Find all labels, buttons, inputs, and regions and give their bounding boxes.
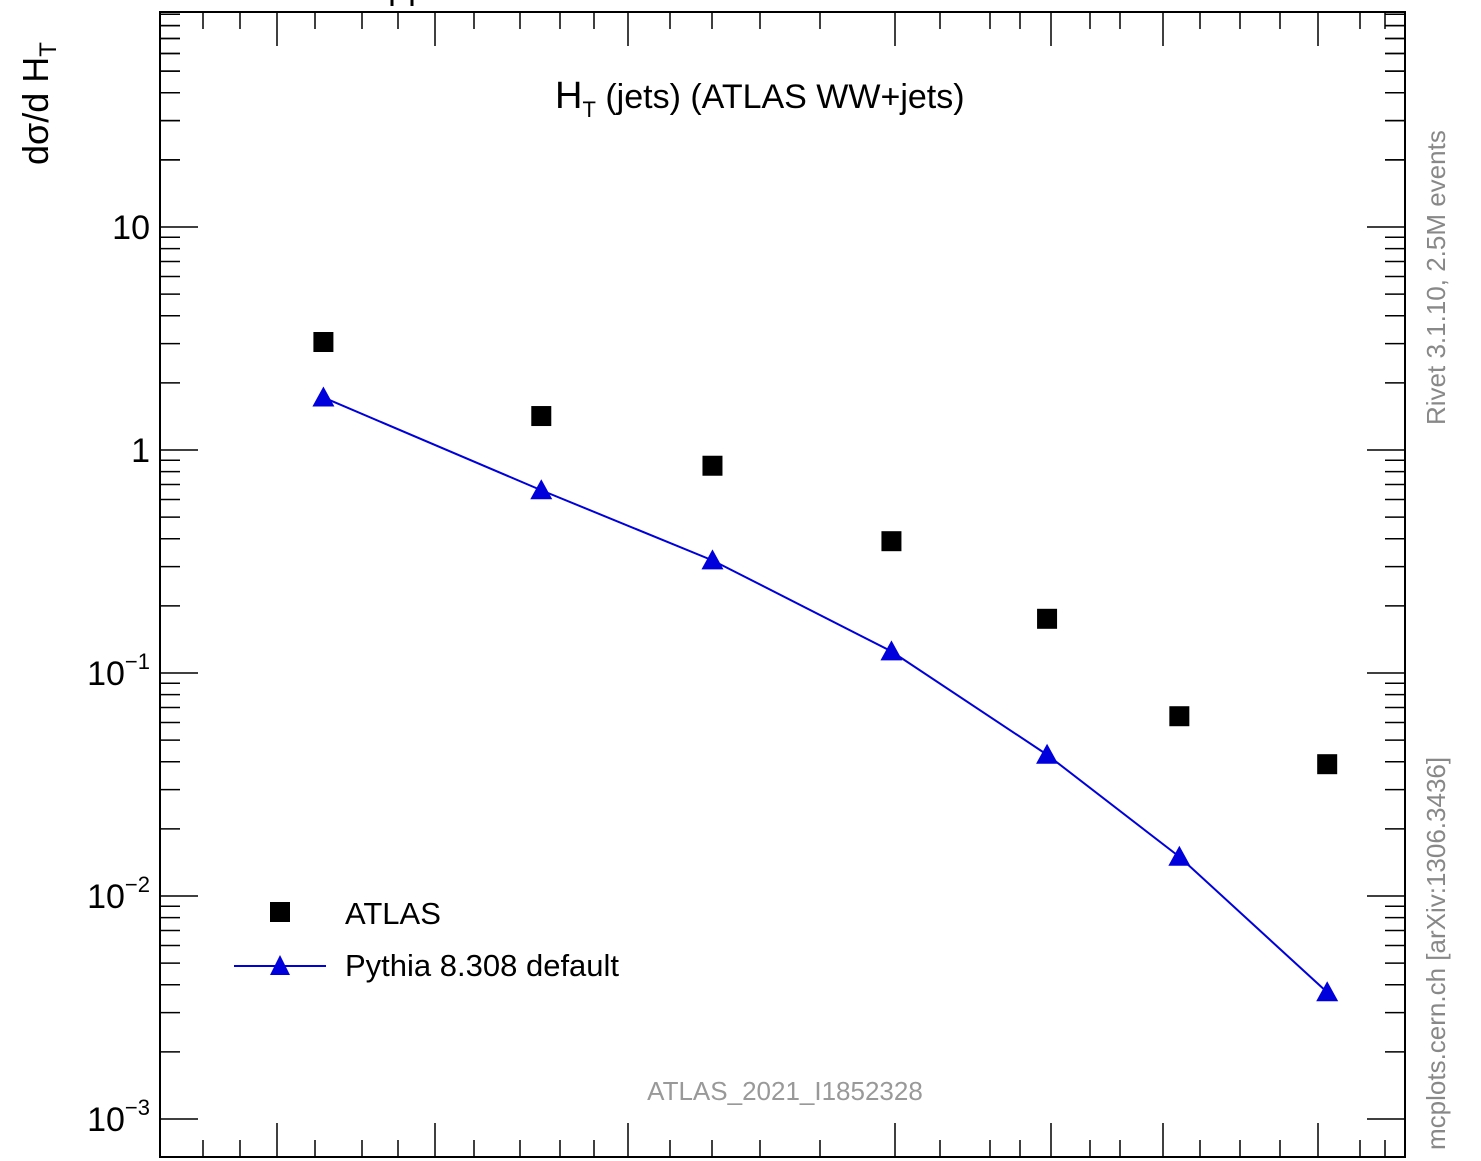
y-tick-label: 10−2 (87, 872, 150, 916)
y-axis-label: dσ/d HT (15, 42, 62, 165)
data-series (312, 332, 1339, 1002)
legend-atlas-marker (270, 902, 290, 922)
plot-frame (159, 11, 1406, 1158)
analysis-watermark: ATLAS_2021_I1852328 (647, 1076, 923, 1106)
pythia-point (312, 386, 335, 407)
x-axis-ticks (202, 12, 1386, 1157)
chart-title-subscript: T (582, 97, 595, 122)
y-axis-ticks: 10 1 10−1 10−2 10−3 (87, 13, 1405, 1139)
legend-pythia-marker (270, 955, 290, 975)
atlas-point (702, 455, 723, 476)
legend: ATLAS Pythia 8.308 default (234, 896, 619, 983)
atlas-point (1317, 754, 1338, 775)
atlas-point (531, 406, 552, 427)
y-tick-label: 10 (112, 209, 150, 247)
legend-atlas-label: ATLAS (345, 896, 441, 931)
y-tick-label: 1 (131, 432, 150, 470)
pythia-point (701, 549, 724, 570)
pythia-line (323, 396, 1328, 994)
atlas-point (313, 332, 334, 353)
legend-pythia-label: Pythia 8.308 default (345, 948, 619, 983)
atlas-point (1169, 706, 1190, 727)
y-tick-label: 10−1 (87, 649, 150, 693)
y-axis-label-subscript: T (35, 42, 62, 57)
pythia-point (1168, 845, 1191, 866)
clipped-top-label-fragment (390, 0, 414, 6)
atlas-point (1037, 608, 1058, 629)
pythia-point (1036, 743, 1059, 764)
chart-title: HT (jets) (ATLAS WW+jets) (555, 75, 965, 122)
rivet-info-label: Rivet 3.1.10, 2.5M events (1421, 130, 1451, 425)
pythia-point (880, 640, 903, 661)
mcplots-source-label: mcplots.cern.ch [arXiv:1306.3436] (1421, 757, 1451, 1150)
y-tick-label: 10−3 (87, 1095, 150, 1139)
atlas-point (881, 531, 902, 552)
pythia-point (530, 479, 553, 500)
pythia-point (1316, 981, 1339, 1002)
